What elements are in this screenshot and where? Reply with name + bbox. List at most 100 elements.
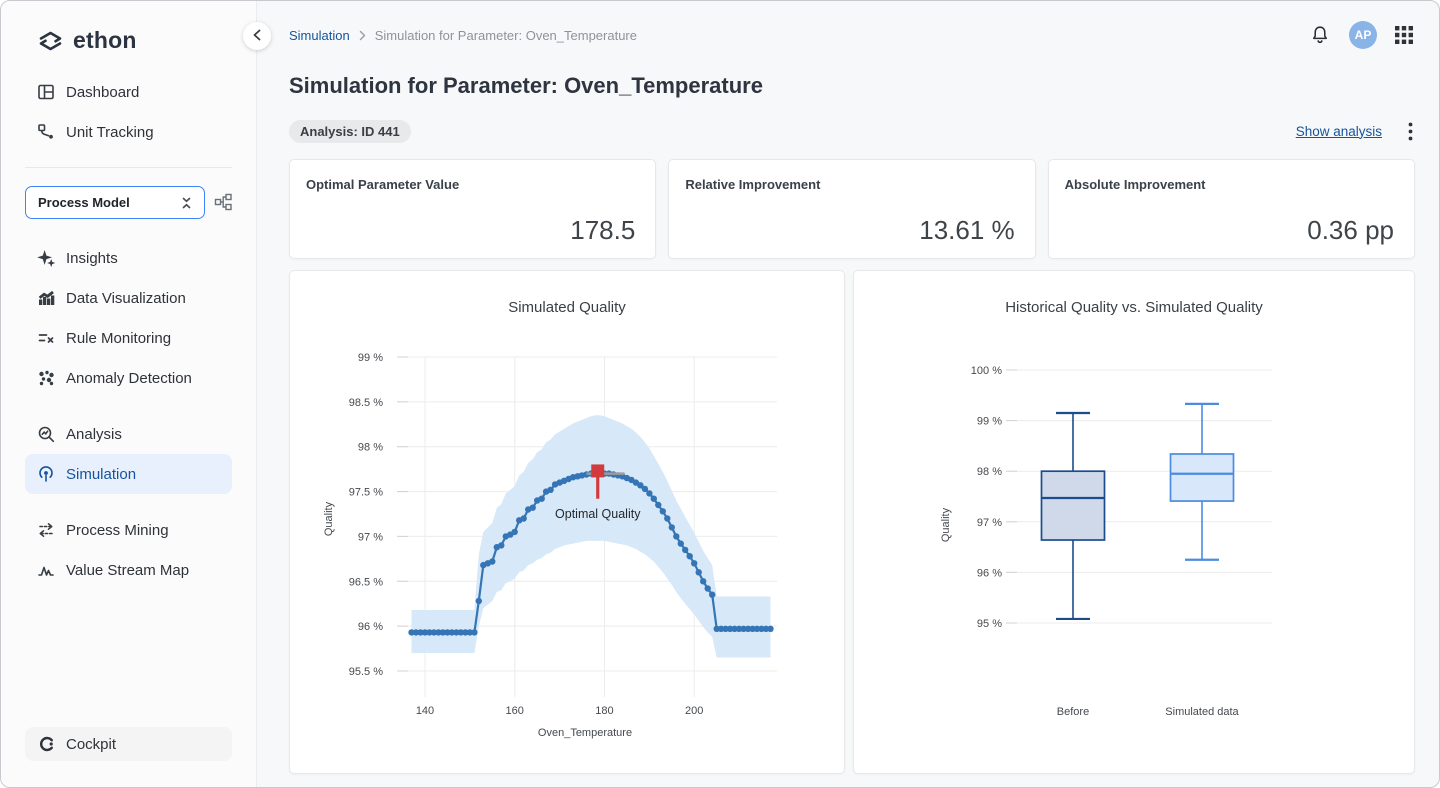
brand-name: ethon	[73, 27, 137, 53]
sidebar-item-dashboard[interactable]: Dashboard	[25, 72, 232, 112]
meta-row: Analysis: ID 441 Show analysis	[289, 119, 1415, 143]
stat-cards: Optimal Parameter Value 178.5 Relative I…	[289, 159, 1415, 259]
svg-text:97.5 %: 97.5 %	[349, 487, 383, 499]
process-model-select[interactable]: Process Model	[25, 186, 205, 219]
kebab-menu-icon[interactable]	[1406, 120, 1415, 143]
svg-text:Simulated data: Simulated data	[1165, 706, 1239, 718]
svg-text:Optimal Quality: Optimal Quality	[555, 507, 641, 521]
process-mining-icon	[37, 521, 55, 539]
model-select-row: Process Model	[25, 186, 232, 219]
unit-tracking-icon	[37, 123, 55, 141]
anomaly-detection-icon	[37, 369, 55, 387]
simulated-quality-line-chart: 140 160 180 200 99 % 98.5 % 98 % 97.5 % 97 % 96.5…	[323, 352, 777, 739]
chart-title: Historical Quality vs. Simulated Quality	[1005, 299, 1263, 316]
sidebar-item-analysis[interactable]: Analysis	[25, 414, 232, 454]
stat-label: Relative Improvement	[685, 177, 821, 192]
avatar[interactable]: AP	[1349, 21, 1377, 49]
sidebar: ethon Dashboard Unit Tracking Process Mo…	[1, 1, 257, 787]
svg-text:160: 160	[506, 705, 524, 717]
sidebar-item-rule-monitoring[interactable]: Rule Monitoring	[25, 318, 232, 358]
chevron-left-icon	[253, 29, 261, 44]
svg-text:99 %: 99 %	[977, 416, 1002, 428]
svg-text:98 %: 98 %	[358, 442, 383, 454]
sidebar-item-value-stream-map[interactable]: Value Stream Map	[25, 550, 232, 590]
svg-text:97 %: 97 %	[977, 517, 1002, 529]
sidebar-item-label: Simulation	[66, 465, 137, 483]
svg-text:180: 180	[595, 705, 613, 717]
svg-text:200: 200	[685, 705, 703, 717]
svg-text:95 %: 95 %	[977, 618, 1002, 630]
analysis-id-badge: Analysis: ID 441	[289, 119, 411, 143]
stat-card-absolute-improvement: Absolute Improvement 0.36 pp	[1047, 159, 1415, 259]
stat-card-relative-improvement: Relative Improvement 13.61 %	[668, 159, 1036, 259]
notifications-bell-icon[interactable]	[1309, 23, 1331, 47]
stat-value: 178.5	[570, 215, 636, 245]
stat-card-optimal-parameter: Optimal Parameter Value 178.5	[289, 159, 657, 259]
data-visualization-icon	[37, 289, 55, 307]
svg-text:Quality: Quality	[323, 501, 335, 536]
stat-label: Absolute Improvement	[1064, 177, 1206, 192]
historical-vs-simulated-chart-card: Historical Quality vs. Simulated Quality…	[853, 270, 1415, 774]
svg-text:Before: Before	[1057, 706, 1089, 718]
sidebar-item-insights[interactable]: Insights	[25, 238, 232, 278]
dashboard-icon	[37, 83, 55, 101]
collapse-sidebar-button[interactable]	[243, 22, 271, 50]
svg-text:95.5 %: 95.5 %	[349, 666, 383, 678]
sidebar-nav-main: Dashboard Unit Tracking	[1, 72, 256, 152]
ethon-logo-icon	[37, 29, 64, 53]
sidebar-item-label: Value Stream Map	[66, 561, 190, 579]
sidebar-item-cockpit[interactable]: Cockpit	[25, 727, 232, 761]
sidebar-item-label: Insights	[66, 249, 118, 267]
sidebar-item-label: Anomaly Detection	[66, 369, 192, 387]
sidebar-item-anomaly-detection[interactable]: Anomaly Detection	[25, 358, 232, 398]
page-title: Simulation for Parameter: Oven_Temperatu…	[289, 73, 763, 98]
cockpit-label: Cockpit	[66, 735, 117, 753]
meta-actions: Show analysis	[1296, 120, 1415, 143]
sidebar-nav-model: Insights Data Visualization Rule Monitor…	[1, 238, 256, 398]
breadcrumb-current: Simulation for Parameter: Oven_Temperatu…	[374, 27, 637, 43]
rule-monitoring-icon	[37, 329, 55, 347]
ethon-logo: ethon	[37, 27, 256, 54]
apps-grid-icon[interactable]	[1395, 26, 1413, 44]
breadcrumb-simulation-link[interactable]: Simulation	[289, 27, 350, 43]
main-content: Simulation Simulation for Parameter: Ove…	[257, 1, 1439, 787]
chart-title: Simulated Quality	[508, 299, 626, 316]
sidebar-item-data-visualization[interactable]: Data Visualization	[25, 278, 232, 318]
sidebar-item-simulation[interactable]: Simulation	[25, 454, 232, 494]
sidebar-item-label: Analysis	[66, 425, 122, 443]
chevron-right-icon	[359, 30, 366, 41]
svg-text:96.5 %: 96.5 %	[349, 576, 383, 588]
svg-text:99 %: 99 %	[358, 352, 383, 364]
sidebar-divider	[25, 167, 232, 168]
sidebar-item-process-mining[interactable]: Process Mining	[25, 510, 232, 550]
cockpit-icon	[38, 735, 56, 753]
svg-text:140: 140	[416, 705, 434, 717]
quality-boxplot-chart: 100 % 99 % 98 % 97 % 96 % 95 % Before Simulated…	[940, 365, 1272, 718]
model-hierarchy-icon[interactable]	[214, 193, 233, 212]
simulated-quality-chart-card: Simulated Quality 140 160 180 200 99 % 98.5 %…	[289, 270, 845, 774]
top-actions: AP	[1309, 21, 1415, 49]
svg-text:96 %: 96 %	[977, 567, 1002, 579]
sidebar-item-label: Process Mining	[66, 521, 169, 539]
svg-text:98 %: 98 %	[977, 466, 1002, 478]
sidebar-item-label: Unit Tracking	[66, 123, 154, 141]
insights-icon	[37, 249, 55, 267]
sidebar-item-label: Rule Monitoring	[66, 329, 172, 347]
collapse-select-icon	[179, 195, 194, 211]
sidebar-item-unit-tracking[interactable]: Unit Tracking	[25, 112, 232, 152]
sidebar-nav-analysis: Analysis Simulation	[1, 414, 256, 494]
stat-value: 0.36 pp	[1307, 215, 1394, 245]
analysis-icon	[37, 425, 55, 443]
sidebar-item-label: Data Visualization	[66, 289, 186, 307]
breadcrumb: Simulation Simulation for Parameter: Ove…	[289, 21, 1415, 49]
value-stream-map-icon	[37, 561, 55, 579]
svg-text:Quality: Quality	[940, 507, 952, 542]
svg-text:96 %: 96 %	[358, 621, 383, 633]
svg-text:100 %: 100 %	[971, 365, 1002, 377]
show-analysis-link[interactable]: Show analysis	[1295, 123, 1382, 139]
sidebar-item-label: Dashboard	[66, 83, 140, 101]
stat-label: Optimal Parameter Value	[306, 177, 460, 192]
simulation-icon	[37, 465, 55, 483]
stat-value: 13.61 %	[919, 215, 1015, 245]
